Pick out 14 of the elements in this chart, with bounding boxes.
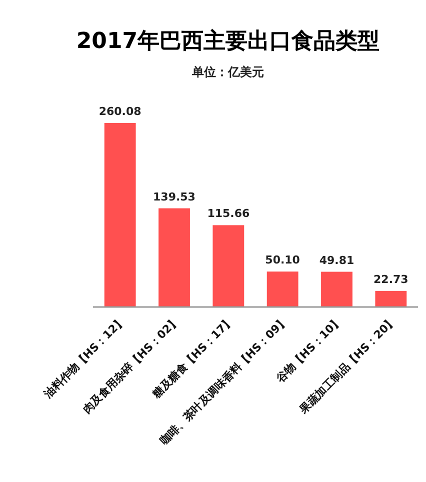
bar: [321, 272, 352, 307]
data-label: 115.66: [207, 207, 250, 220]
data-label: 260.08: [98, 105, 142, 118]
data-label: 49.81: [319, 254, 354, 267]
chart-title: 2017年巴西主要出口食品类型: [76, 28, 380, 54]
bar: [266, 272, 298, 307]
chart-subtitle: 单位：亿美元: [191, 65, 264, 79]
data-label: 22.73: [374, 272, 408, 286]
bar: [158, 208, 190, 307]
bar: [104, 123, 136, 307]
bar: [375, 290, 407, 307]
data-label: 50.10: [265, 254, 300, 267]
bar: [212, 225, 244, 307]
data-label: 139.53: [153, 190, 196, 204]
